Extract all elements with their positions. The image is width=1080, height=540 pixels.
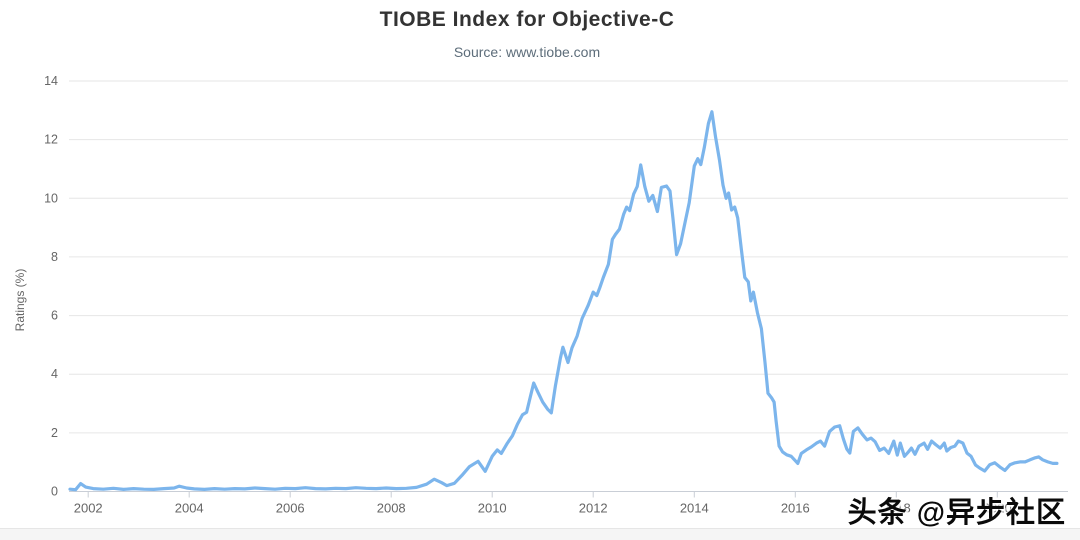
y-axis-tick-label: 14 bbox=[44, 74, 58, 88]
x-axis-tick-label: 2016 bbox=[781, 501, 810, 516]
y-axis-tick-label: 4 bbox=[51, 367, 58, 381]
x-axis-tick-label: 2002 bbox=[74, 501, 103, 516]
y-axis-tick-label: 2 bbox=[51, 426, 58, 440]
y-axis-tick-label: 0 bbox=[51, 485, 58, 499]
y-axis-tick-label: 8 bbox=[51, 250, 58, 264]
x-axis-tick-label: 2020 bbox=[983, 501, 1012, 516]
x-axis-tick-label: 2012 bbox=[579, 501, 608, 516]
y-axis-tick-label: 12 bbox=[44, 133, 58, 147]
x-axis-tick-label: 2018 bbox=[882, 501, 911, 516]
y-axis-tick-label: 10 bbox=[44, 191, 58, 205]
x-axis-tick-label: 2006 bbox=[276, 501, 305, 516]
x-axis-tick-label: 2004 bbox=[175, 501, 204, 516]
x-axis-tick-label: 2010 bbox=[478, 501, 507, 516]
watermark-text: 头条 @异步社区 bbox=[847, 497, 1066, 529]
chart-title: TIOBE Index for Objective-C bbox=[379, 8, 675, 31]
x-axis-tick-label: 2008 bbox=[377, 501, 406, 516]
y-axis-tick-label: 6 bbox=[51, 309, 58, 323]
series-line[interactable] bbox=[68, 110, 1059, 492]
chart-subtitle: Source: www.tiobe.com bbox=[453, 44, 601, 60]
x-axis-tick-label: 2014 bbox=[680, 501, 709, 516]
bottom-strip bbox=[0, 528, 1080, 540]
